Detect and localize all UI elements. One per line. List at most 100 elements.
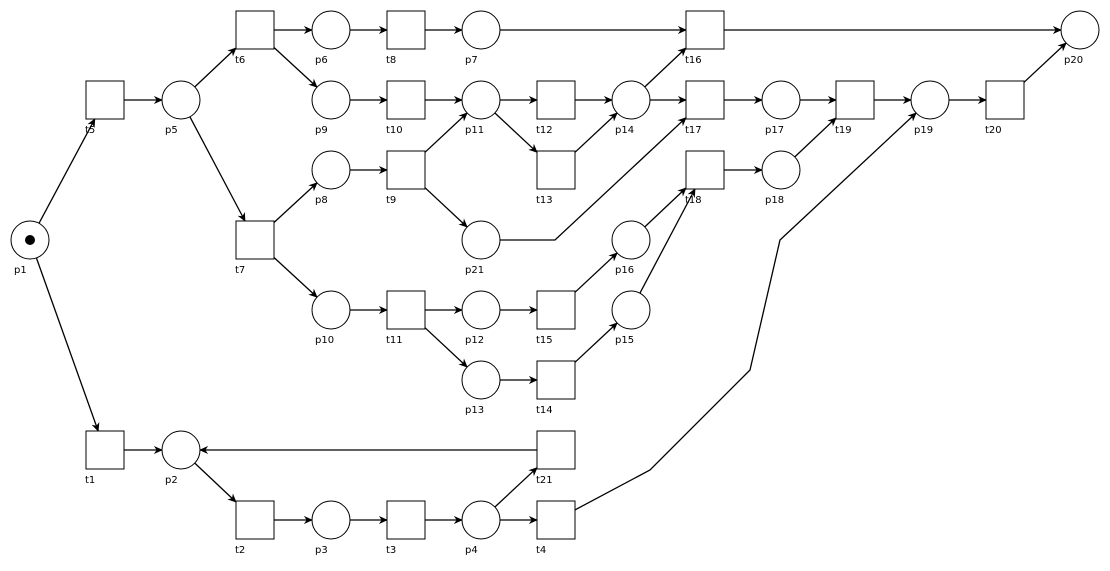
place-p4 [461, 500, 501, 540]
arc-t9-to-p11 [424, 112, 468, 153]
place-p17 [761, 80, 801, 120]
place-label-p21: p21 [465, 265, 484, 276]
arc-t6-to-p9 [273, 47, 318, 88]
labels: p1 p2 p3 p4 p5 p6 p7 p8 p9 p10 p11 p12 p13 p14 p15 p16 p… [14, 55, 1083, 556]
place-label-p15: p15 [615, 335, 634, 346]
transition-label-t9: t9 [386, 195, 396, 206]
place-label-p18: p18 [765, 195, 784, 206]
arc-p5-to-t7 [189, 116, 246, 222]
transition-t7 [235, 220, 275, 260]
place-p15 [611, 290, 651, 330]
arc-p2-to-t2 [194, 462, 237, 503]
transition-label-t1: t1 [85, 475, 95, 486]
place-label-p7: p7 [465, 55, 478, 66]
transition-t17 [685, 80, 725, 120]
transition-t15 [536, 290, 576, 330]
transition-t13 [536, 150, 576, 190]
transition-t4 [536, 500, 576, 540]
transition-t18 [685, 150, 725, 190]
transition-label-t5: t5 [85, 125, 95, 136]
transition-label-t20: t20 [985, 125, 1002, 136]
place-p18 [761, 150, 801, 190]
arc-p18-to-t19 [794, 117, 837, 158]
transition-t8 [386, 10, 426, 50]
transition-label-t19: t19 [835, 125, 852, 136]
transition-t9 [386, 150, 426, 190]
arc-t20-to-p20 [1023, 42, 1067, 83]
transition-t3 [386, 500, 426, 540]
arc-t13-to-p14 [574, 112, 618, 153]
transition-t20 [985, 80, 1025, 120]
transition-t19 [835, 80, 875, 120]
nodes [10, 10, 1100, 540]
transition-label-t2: t2 [235, 545, 245, 556]
transition-label-t17: t17 [685, 125, 702, 136]
place-label-p2: p2 [165, 475, 178, 486]
place-label-p6: p6 [315, 55, 328, 66]
place-p21 [461, 220, 501, 260]
place-label-p19: p19 [914, 125, 933, 136]
arc-t11-to-p13 [424, 327, 468, 368]
place-p20 [1060, 10, 1100, 50]
transition-t10 [386, 80, 426, 120]
transition-label-t7: t7 [235, 265, 245, 276]
transition-label-t8: t8 [386, 55, 396, 66]
transition-t5 [85, 80, 125, 120]
transition-label-t12: t12 [536, 125, 553, 136]
place-p5 [161, 80, 201, 120]
place-label-p9: p9 [315, 125, 328, 136]
place-p7 [461, 10, 501, 50]
arc-t9-to-p21 [424, 187, 468, 228]
arc-t15-to-p16 [574, 252, 618, 293]
transition-label-t3: t3 [386, 545, 396, 556]
arc-p1-to-t5 [38, 118, 96, 224]
place-p16 [611, 220, 651, 260]
transition-label-t13: t13 [536, 195, 553, 206]
transition-label-t18: t18 [685, 195, 702, 206]
transition-t14 [536, 360, 576, 400]
arc-p16-to-t18 [644, 187, 687, 228]
transition-t16 [685, 10, 725, 50]
transition-label-t15: t15 [536, 335, 553, 346]
arc-p21-to-t17 [500, 117, 687, 241]
transition-t21 [536, 430, 576, 470]
arc-p1-to-t1 [35, 257, 100, 432]
place-p14 [611, 80, 651, 120]
place-label-p5: p5 [165, 125, 178, 136]
transition-label-t21: t21 [536, 475, 553, 486]
arc-t4-to-p19 [574, 112, 917, 511]
arc-p15-to-t18 [639, 188, 696, 294]
place-p3 [311, 500, 351, 540]
place-label-p11: p11 [465, 125, 484, 136]
arc-p11-to-t13 [494, 112, 538, 153]
transition-t11 [386, 290, 426, 330]
place-label-p14: p14 [615, 125, 634, 136]
place-p6 [311, 10, 351, 50]
arc-t7-to-p8 [273, 182, 318, 223]
arc-p14-to-t16 [644, 47, 687, 88]
place-label-p12: p12 [465, 335, 484, 346]
place-label-p8: p8 [315, 195, 328, 206]
transition-label-t6: t6 [235, 55, 245, 66]
place-p12 [461, 290, 501, 330]
arcs [35, 25, 1067, 525]
token-p1 [25, 235, 35, 245]
place-p9 [311, 80, 351, 120]
place-label-p3: p3 [315, 545, 328, 556]
place-p11 [461, 80, 501, 120]
place-label-p4: p4 [465, 545, 478, 556]
place-label-p13: p13 [465, 405, 484, 416]
place-label-p10: p10 [315, 335, 334, 346]
arc-p4-to-t21 [494, 467, 538, 508]
transition-label-t10: t10 [386, 125, 403, 136]
transition-label-t16: t16 [685, 55, 702, 66]
transition-t6 [235, 10, 275, 50]
place-p10 [311, 290, 351, 330]
place-p13 [461, 360, 501, 400]
transition-label-t14: t14 [536, 405, 553, 416]
place-p19 [910, 80, 950, 120]
arc-p5-to-t6 [194, 47, 237, 88]
place-label-p16: p16 [615, 265, 634, 276]
transition-t1 [85, 430, 125, 470]
